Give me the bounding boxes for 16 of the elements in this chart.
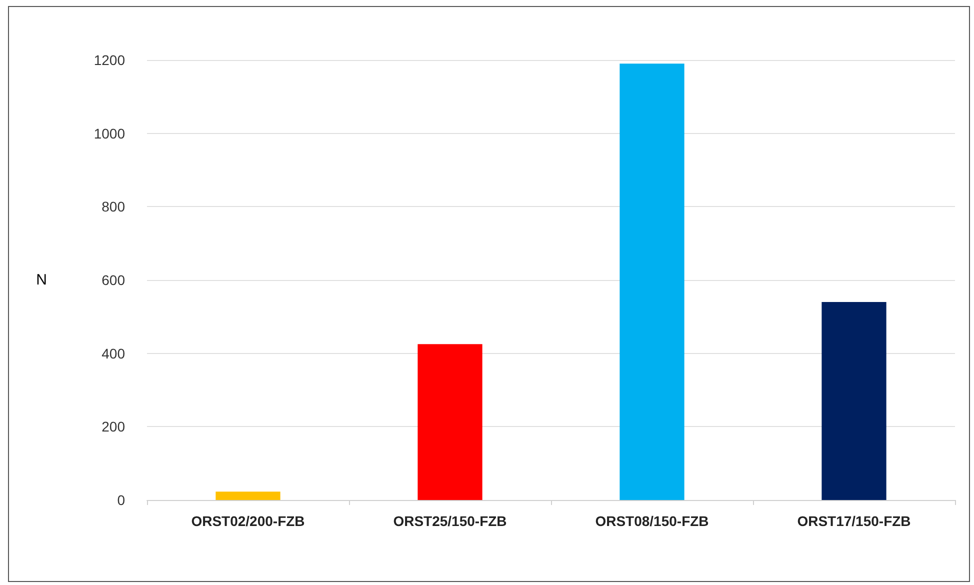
y-tick-label: 200 [102, 418, 126, 435]
y-axis-title: N [36, 272, 47, 288]
bar [216, 492, 280, 500]
x-tick-label: ORST17/150-FZB [797, 513, 911, 529]
x-tick-label: ORST25/150-FZB [393, 513, 507, 529]
x-tick-label: ORST02/200-FZB [191, 513, 305, 529]
bar [620, 64, 684, 500]
bar [418, 344, 482, 500]
y-tick-label: 1200 [94, 52, 126, 68]
y-tick-label: 0 [117, 492, 126, 508]
y-tick-label: 600 [102, 272, 126, 288]
y-tick-label: 1000 [94, 125, 126, 142]
y-tick-label: 400 [102, 345, 126, 362]
y-tick-label: 800 [102, 198, 126, 215]
x-tick-label: ORST08/150-FZB [595, 513, 709, 529]
bar [822, 302, 886, 500]
